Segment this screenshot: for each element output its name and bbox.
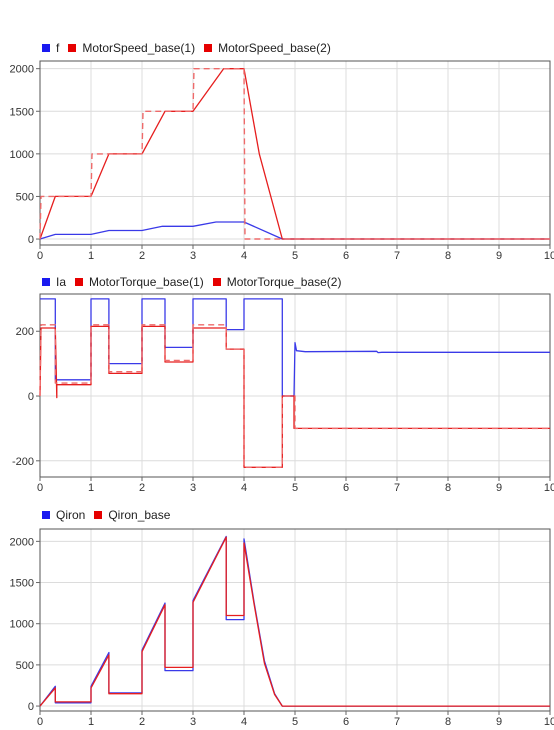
- legend-swatch: [68, 44, 77, 52]
- x-tick-label: 0: [37, 482, 43, 494]
- x-tick-label: 1: [88, 716, 94, 728]
- legend-item-f[interactable]: f: [42, 41, 59, 55]
- x-tick-label: 5: [292, 250, 298, 262]
- x-tick-label: 1: [88, 482, 94, 494]
- x-tick-label: 10: [544, 716, 554, 728]
- legend-item-motortorque-1[interactable]: MotorTorque_base(1): [75, 275, 204, 289]
- legend-swatch: [212, 278, 221, 286]
- x-tick-label: 3: [190, 250, 196, 262]
- y-tick-label: 200: [16, 326, 34, 338]
- x-tick-label: 3: [190, 482, 196, 494]
- x-tick-label: 8: [445, 716, 451, 728]
- legend-label: f: [56, 41, 60, 55]
- y-tick-label: 2000: [10, 536, 34, 548]
- legend-label: MotorSpeed_base(1): [82, 41, 196, 55]
- y-tick-label: 500: [16, 660, 34, 672]
- x-tick-label: 9: [496, 716, 502, 728]
- x-tick-label: 0: [37, 716, 43, 728]
- x-tick-label: 10: [544, 250, 554, 262]
- x-tick-label: 8: [445, 250, 451, 262]
- y-tick-label: 1000: [10, 619, 34, 631]
- legend-swatch: [42, 44, 50, 52]
- x-tick-label: 10: [544, 482, 554, 494]
- torque-legend[interactable]: Ia MotorTorque_base(1) MotorTorque_base(…: [42, 274, 350, 290]
- x-tick-label: 9: [496, 482, 502, 494]
- speed-plot: 0 1 2 3 4 5 6 7 8 9 10 0 500 1000 1500 2000: [10, 60, 554, 262]
- torque-plot: 0 1 2 3 4 5 6 7 8 9 10 -200 0 200: [12, 293, 554, 494]
- x-tick-label: 4: [241, 482, 247, 494]
- series-line-motorspeed-base-2-: [39, 67, 550, 240]
- x-tick-label: 6: [343, 482, 349, 494]
- legend-item-motorspeed-2[interactable]: MotorSpeed_base(2): [204, 41, 331, 55]
- x-tick-label: 4: [241, 250, 247, 262]
- legend-swatch: [94, 511, 103, 519]
- series-line-ia: [40, 298, 550, 397]
- legend-label: MotorTorque_base(1): [89, 275, 204, 289]
- speed-legend[interactable]: f MotorSpeed_base(1) MotorSpeed_base(2): [42, 40, 340, 56]
- x-tick-label: 0: [37, 250, 43, 262]
- legend-item-qiron[interactable]: Qiron: [42, 508, 85, 522]
- x-tick-label: 7: [394, 716, 400, 728]
- torque-panel: Ia MotorTorque_base(1) MotorTorque_base(…: [0, 250, 554, 490]
- series-line-motortorque-base-2-: [39, 324, 550, 468]
- qiron-panel: Qiron Qiron_base: [0, 490, 554, 730]
- x-tick-label: 9: [496, 250, 502, 262]
- x-tick-label: 8: [445, 482, 451, 494]
- x-tick-label: 7: [394, 250, 400, 262]
- x-tick-label: 2: [139, 716, 145, 728]
- y-tick-label: 500: [16, 191, 34, 203]
- y-tick-label: 1500: [10, 578, 34, 590]
- y-tick-label: 1500: [10, 106, 34, 118]
- y-tick-label: 0: [28, 234, 34, 246]
- qiron-legend[interactable]: Qiron Qiron_base: [42, 507, 179, 523]
- legend-swatch: [42, 278, 50, 286]
- series-line-qiron-base: [39, 536, 550, 707]
- legend-label: MotorSpeed_base(2): [218, 41, 331, 55]
- legend-item-ia[interactable]: Ia: [42, 275, 66, 289]
- y-tick-label: -200: [12, 456, 34, 468]
- y-tick-label: 2000: [10, 64, 34, 76]
- legend-item-motorspeed-1[interactable]: MotorSpeed_base(1): [68, 41, 195, 55]
- x-tick-label: 1: [88, 250, 94, 262]
- y-tick-label: 0: [28, 391, 34, 403]
- series-line-f: [39, 221, 550, 240]
- qiron-plot: 0 1 2 3 4 5 6 7 8 9 10 0 500 1000 1500 2000: [10, 528, 554, 728]
- x-tick-label: 4: [241, 716, 247, 728]
- legend-label: MotorTorque_base(2): [226, 275, 342, 289]
- x-tick-label: 7: [394, 482, 400, 494]
- y-tick-label: 0: [28, 701, 34, 713]
- x-tick-label: 6: [343, 716, 349, 728]
- x-tick-label: 6: [343, 250, 349, 262]
- x-tick-label: 3: [190, 716, 196, 728]
- legend-swatch: [204, 44, 213, 52]
- x-tick-label: 2: [139, 250, 145, 262]
- x-tick-label: 2: [139, 482, 145, 494]
- legend-label: Ia: [56, 275, 67, 289]
- legend-label: Qiron_base: [108, 508, 171, 522]
- legend-swatch: [75, 278, 84, 286]
- y-tick-label: 1000: [10, 149, 34, 161]
- legend-swatch: [42, 511, 50, 519]
- speed-panel: f MotorSpeed_base(1) MotorSpeed_base(2): [0, 0, 554, 250]
- legend-item-motortorque-2[interactable]: MotorTorque_base(2): [212, 275, 342, 289]
- x-tick-label: 5: [292, 482, 298, 494]
- legend-item-qiron-base[interactable]: Qiron_base: [94, 508, 170, 522]
- legend-label: Qiron: [56, 508, 86, 522]
- x-tick-label: 5: [292, 716, 298, 728]
